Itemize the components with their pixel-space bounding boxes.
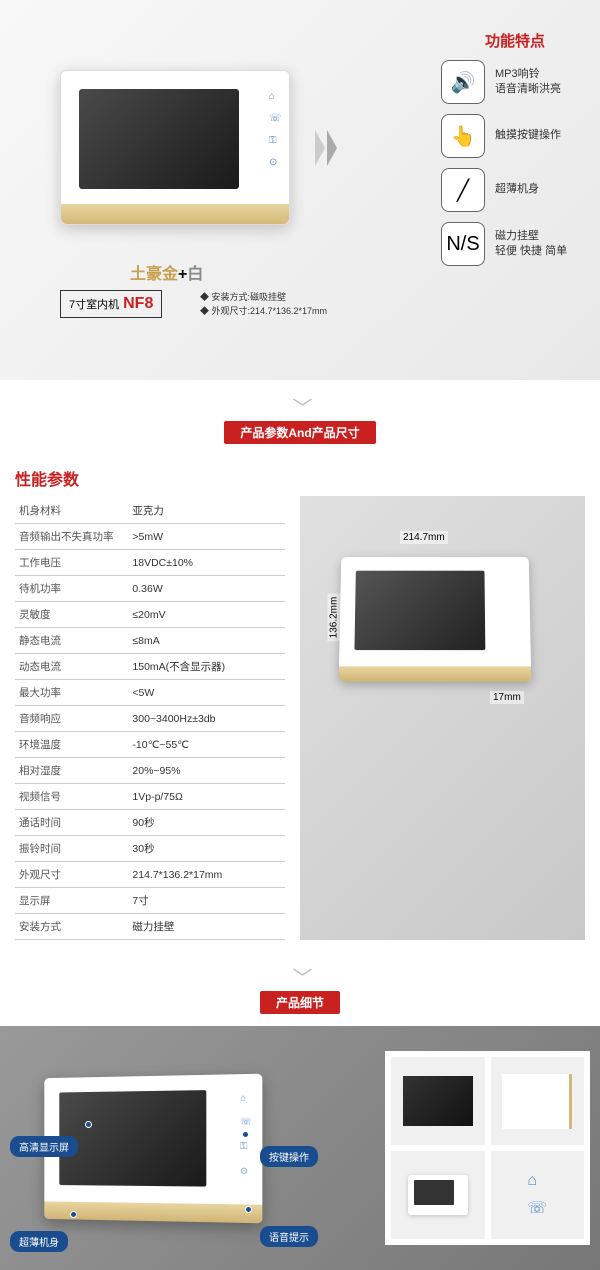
feature-icon: 👆 — [441, 114, 485, 158]
hero-section: ⌂☏⚿⊙ 土豪金+白 7寸室内机 NF8 ◆ 安装方式:磁吸挂壁 ◆ 外观尺寸:… — [0, 0, 600, 380]
spec-val: 300~3400Hz±3db — [128, 706, 285, 732]
spec-val: 150mA(不含显示器) — [128, 654, 285, 680]
detail-section: ⌂☏⚿⊙ 高清显示屏 超薄机身 按键操作 语音提示 ⌂☏ — [0, 1026, 600, 1270]
spec-key: 工作电压 — [15, 550, 128, 576]
spec-val: 亚克力 — [128, 498, 285, 524]
spec-key: 显示屏 — [15, 888, 128, 914]
spec-val: 0.36W — [128, 576, 285, 602]
spec-key: 音频响应 — [15, 706, 128, 732]
spec-val: <5W — [128, 680, 285, 706]
spec-key: 动态电流 — [15, 654, 128, 680]
feature-text: 超薄机身 — [495, 182, 585, 197]
spec-val: 214.7*136.2*17mm — [128, 862, 285, 888]
model-badge: 7寸室内机 NF8 — [60, 290, 162, 318]
spec-key: 相对湿度 — [15, 758, 128, 784]
callout-voice: 语音提示 — [260, 1226, 318, 1247]
spec-val: 磁力挂壁 — [128, 914, 285, 940]
install-info: ◆ 安装方式:磁吸挂壁 ◆ 外观尺寸:214.7*136.2*17mm — [200, 290, 327, 319]
callout-screen: 高清显示屏 — [10, 1136, 78, 1157]
spec-key: 外观尺寸 — [15, 862, 128, 888]
spec-val: >5mW — [128, 524, 285, 550]
spec-val: 1Vp-p/75Ω — [128, 784, 285, 810]
specs-title: 性能参数 — [15, 466, 285, 490]
spec-val: 30秒 — [128, 836, 285, 862]
divider-2: ﹀ 产品细节 — [0, 950, 600, 1026]
spec-key: 安装方式 — [15, 914, 128, 940]
spec-key: 通话时间 — [15, 810, 128, 836]
spec-key: 静态电流 — [15, 628, 128, 654]
specs-table: 机身材料亚克力音频输出不失真功率>5mW工作电压18VDC±10%待机功率0.3… — [15, 498, 285, 940]
spec-val: -10℃~55℃ — [128, 732, 285, 758]
features-title: 功能特点 — [485, 30, 545, 51]
spec-val: 20%~95% — [128, 758, 285, 784]
spec-val: ≤20mV — [128, 602, 285, 628]
features-list: 🔊 MP3响铃语音清晰洪亮 👆 触摸按键操作 ╱ 超薄机身 N/S 磁力挂壁轻便 快捷 简单 — [441, 60, 585, 266]
spec-key: 视频信号 — [15, 784, 128, 810]
divider-1: ﹀ 产品参数And产品尺寸 — [0, 380, 600, 456]
specs-section: 性能参数 机身材料亚克力音频输出不失真功率>5mW工作电压18VDC±10%待机… — [0, 456, 600, 950]
feature-icon: N/S — [441, 222, 485, 266]
spec-key: 待机功率 — [15, 576, 128, 602]
callout-body: 超薄机身 — [10, 1231, 68, 1252]
spec-key: 机身材料 — [15, 498, 128, 524]
detail-grid: ⌂☏ — [385, 1051, 590, 1245]
spec-key: 音频输出不失真功率 — [15, 524, 128, 550]
arrow-icon — [315, 130, 337, 166]
feature-text: 磁力挂壁轻便 快捷 简单 — [495, 229, 585, 260]
callout-buttons: 按键操作 — [260, 1146, 318, 1167]
dimension-figure: 214.7mm 136.2mm 17mm — [300, 496, 585, 940]
spec-val: 7寸 — [128, 888, 285, 914]
spec-val: 90秒 — [128, 810, 285, 836]
spec-key: 灵敏度 — [15, 602, 128, 628]
product-image: ⌂☏⚿⊙ — [60, 70, 290, 225]
spec-key: 环境温度 — [15, 732, 128, 758]
feature-icon: ╱ — [441, 168, 485, 212]
feature-text: MP3响铃语音清晰洪亮 — [495, 67, 585, 98]
spec-key: 振铃时间 — [15, 836, 128, 862]
spec-key: 最大功率 — [15, 680, 128, 706]
feature-text: 触摸按键操作 — [495, 128, 585, 143]
spec-val: ≤8mA — [128, 628, 285, 654]
spec-val: 18VDC±10% — [128, 550, 285, 576]
feature-icon: 🔊 — [441, 60, 485, 104]
color-label: 土豪金+白 — [130, 260, 203, 284]
